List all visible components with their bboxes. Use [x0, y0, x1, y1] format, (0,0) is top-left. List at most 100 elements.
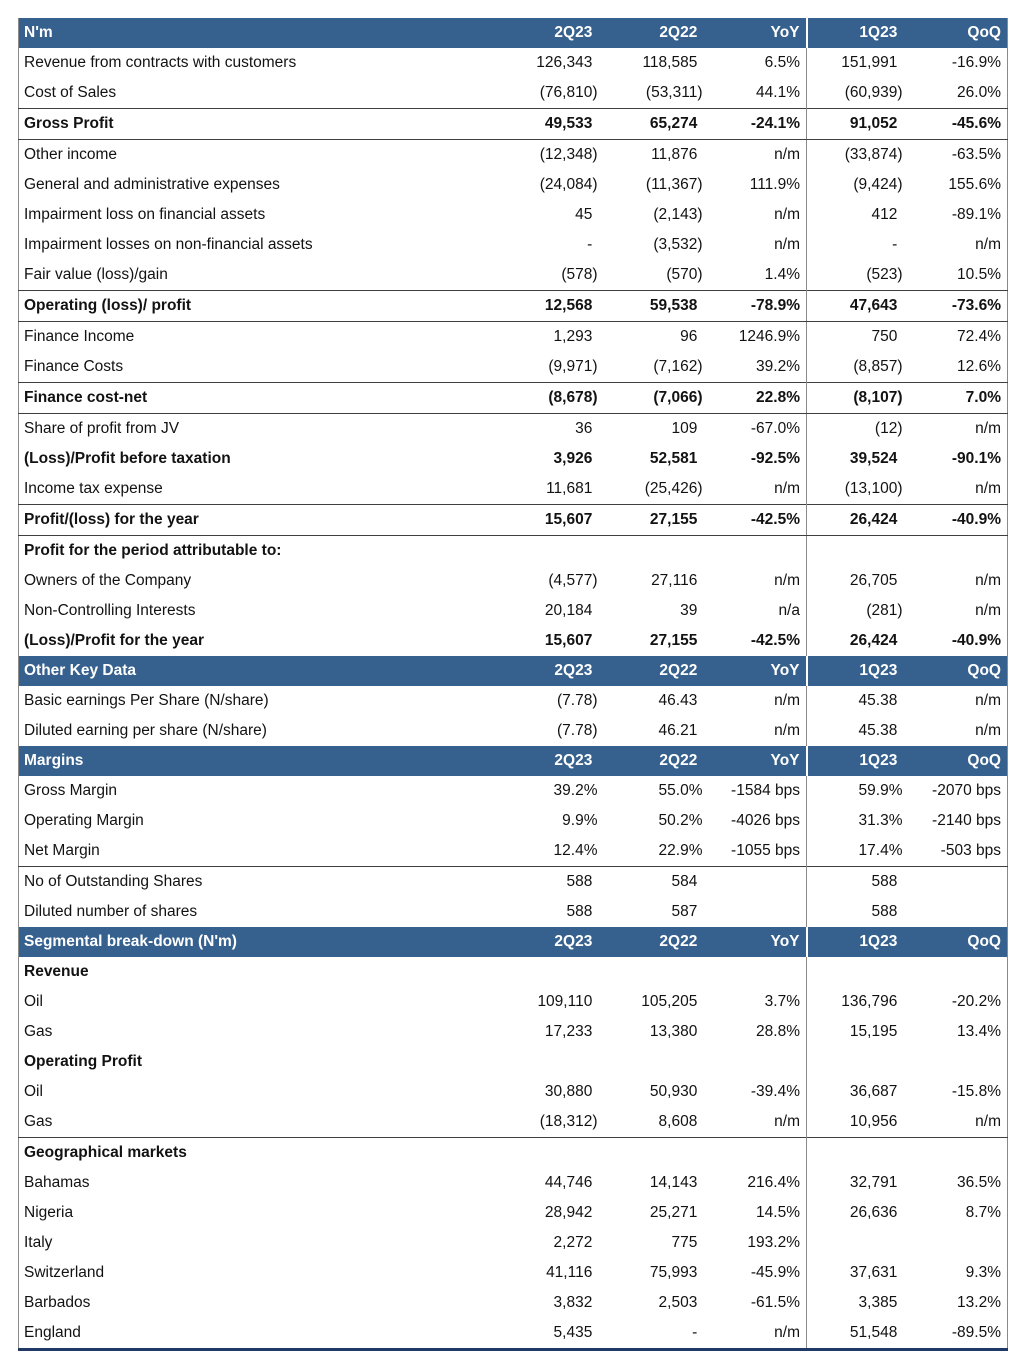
- table-row: Operating (loss)/ profit 12,568 59,538 -7…: [18, 290, 1008, 322]
- cell-value: 11,876: [651, 146, 703, 163]
- cell-value: 13,380: [649, 1023, 703, 1040]
- cell-value: -45.6%: [908, 108, 1008, 140]
- row-label: Gas: [24, 1113, 53, 1130]
- cell-value: (7,162): [653, 358, 703, 375]
- cell-value: -2140 bps: [932, 812, 1001, 829]
- column-header: 2Q23: [463, 18, 604, 48]
- column-header: QoQ: [908, 18, 1008, 48]
- table-row: Finance Income 1,293 96 1246.9% 750 72.4%: [19, 321, 1008, 352]
- cell-value: 37,631: [806, 1258, 909, 1288]
- row-label: Geographical markets: [18, 1137, 464, 1168]
- cell-value: n/m: [774, 722, 800, 739]
- column-header: 1Q23: [805, 746, 909, 776]
- cell-value: -40.9%: [951, 632, 1001, 649]
- cell-value: n/m: [774, 146, 800, 163]
- table-row: Owners of the Company (4,577) 27,116 n/m 26…: [19, 566, 1008, 596]
- table-row: Italy 2,272 775 193.2%: [19, 1228, 1008, 1258]
- cell-value: [909, 897, 1008, 927]
- table-row: Profit/(loss) for the year 15,607 27,155 …: [18, 504, 1008, 536]
- cell-value: [708, 1137, 807, 1168]
- cell-value: 8,608: [658, 1113, 703, 1130]
- cell-value: 45.38: [806, 686, 909, 716]
- table-row: Impairment losses on non-financial asset…: [19, 230, 1008, 260]
- column-header: QoQ: [908, 927, 1008, 957]
- row-label: Nigeria: [24, 1204, 74, 1221]
- cell-value: 49,533: [463, 108, 604, 140]
- cell-value: n/m: [975, 722, 1001, 739]
- row-label: England: [24, 1324, 81, 1341]
- cell-value: -503 bps: [940, 842, 1001, 859]
- table-row: Oil 109,110 105,205 3.7% 136,796 -20.2%: [19, 987, 1008, 1017]
- cell-value: 216.4%: [747, 1174, 800, 1191]
- column-header: YoY: [708, 927, 807, 957]
- cell-value: 5,435: [553, 1324, 598, 1341]
- row-label: Revenue: [24, 963, 89, 980]
- cell-value: (7,066): [603, 382, 709, 414]
- cell-value: -2070 bps: [932, 782, 1001, 799]
- row-label: Finance Costs: [24, 358, 124, 375]
- row-label: Basic earnings Per Share (N/share): [24, 692, 269, 709]
- row-label: Impairment loss on financial assets: [24, 206, 266, 223]
- table-row: Bahamas 44,746 14,143 216.4% 32,791 36.5%: [19, 1168, 1008, 1198]
- table-row: Barbados 3,832 2,503 -61.5% 3,385 13.2%: [19, 1288, 1008, 1318]
- cell-value: 45.38: [806, 716, 909, 746]
- cell-value: 36.5%: [957, 1174, 1001, 1191]
- cell-value: [604, 957, 709, 987]
- row-label: Oil: [24, 993, 43, 1010]
- row-label: Bahamas: [24, 1174, 90, 1191]
- cell-value: -: [692, 1324, 703, 1341]
- cell-value: (8,678): [463, 382, 604, 414]
- row-label: Operating Margin: [24, 812, 144, 829]
- column-header: 2Q22: [603, 656, 709, 686]
- cell-value: -20.2%: [951, 993, 1001, 1010]
- cell-value: -78.9%: [708, 290, 807, 322]
- cell-value: -: [806, 230, 909, 260]
- table-row: Gross Margin 39.2% 55.0% -1584 bps 59.9% -207…: [19, 776, 1008, 806]
- table-row: Diluted earning per share (N/share) (7.78…: [19, 716, 1008, 746]
- cell-value: [709, 1047, 807, 1077]
- cell-value: 15,607: [544, 632, 598, 649]
- cell-value: (24,084): [539, 176, 598, 193]
- cell-value: 3.7%: [764, 993, 800, 1010]
- cell-value: 46.43: [658, 692, 703, 709]
- cell-value: [709, 957, 807, 987]
- cell-value: [806, 1228, 909, 1258]
- table-row: Switzerland 41,116 75,993 -45.9% 37,631 9.…: [19, 1258, 1008, 1288]
- table-row: Oil 30,880 50,930 -39.4% 36,687 -15.8%: [19, 1077, 1008, 1107]
- cell-value: 3,926: [553, 450, 598, 467]
- cell-value: 109,110: [537, 993, 598, 1010]
- cell-value: 6.5%: [764, 54, 800, 71]
- cell-value: [604, 1047, 709, 1077]
- cell-value: 72.4%: [957, 328, 1001, 345]
- cell-value: 3,385: [806, 1288, 909, 1318]
- row-label: Owners of the Company: [24, 572, 192, 589]
- table-row: England 5,435 - n/m 51,548 -89.5%: [19, 1318, 1008, 1350]
- cell-value: 20,184: [544, 602, 598, 619]
- table-row: Net Margin 12.4% 22.9% -1055 bps 17.4% -503 b…: [19, 836, 1008, 867]
- column-header: 2Q23: [463, 746, 604, 776]
- table-row: Operating Profit: [19, 1047, 1008, 1077]
- cell-value: 10,956: [806, 1107, 909, 1138]
- cell-value: 588: [806, 897, 909, 927]
- cell-value: 27,155: [603, 504, 709, 536]
- cell-value: -4026 bps: [731, 812, 800, 829]
- cell-value: 50,930: [649, 1083, 703, 1100]
- cell-value: n/m: [975, 602, 1001, 619]
- cell-value: 26,636: [806, 1198, 909, 1228]
- cell-value: 7.0%: [908, 382, 1008, 414]
- row-label: Italy: [24, 1234, 53, 1251]
- cell-value: 15,607: [463, 504, 604, 536]
- cell-value: (7.78): [557, 722, 598, 739]
- cell-value: (7.78): [557, 692, 598, 709]
- cell-value: 39,524: [806, 444, 909, 474]
- cell-value: 27,116: [651, 572, 703, 589]
- cell-value: 47,643: [806, 290, 909, 322]
- cell-value: 584: [603, 866, 709, 897]
- cell-value: 775: [671, 1234, 703, 1251]
- cell-value: (13,100): [806, 474, 909, 505]
- cell-value: -63.5%: [951, 146, 1001, 163]
- cell-value: 59,538: [603, 290, 709, 322]
- cell-value: (12,348): [539, 146, 598, 163]
- cell-value: [806, 1047, 909, 1077]
- row-label: Finance Income: [24, 328, 135, 345]
